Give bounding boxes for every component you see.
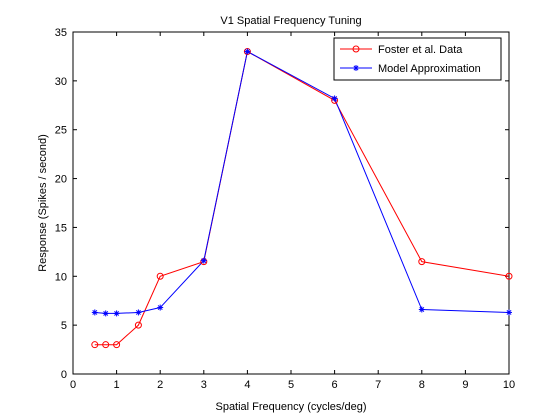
data-point-asterisk xyxy=(113,310,120,317)
x-tick-label: 9 xyxy=(462,379,468,391)
data-point-circle xyxy=(418,258,426,266)
data-point-circle xyxy=(134,321,142,329)
y-tick-label: 5 xyxy=(61,320,67,332)
series-line-1 xyxy=(94,50,510,346)
x-tick-label: 10 xyxy=(503,379,515,391)
series-layer xyxy=(91,48,513,349)
asterisk-stroke xyxy=(114,310,120,316)
data-point-asterisk xyxy=(135,309,142,316)
y-tick-label: 10 xyxy=(55,271,67,283)
x-tick-label: 6 xyxy=(332,379,338,391)
x-tick-label: 2 xyxy=(157,379,163,391)
data-point-circle xyxy=(156,272,164,280)
x-tick-label: 8 xyxy=(419,379,425,391)
data-point-asterisk xyxy=(331,95,338,102)
asterisk-stroke xyxy=(103,310,109,316)
legend-label-2: Model Approximation xyxy=(378,63,481,75)
legend-label-1: Foster et al. Data xyxy=(378,44,463,56)
y-tick-label: 25 xyxy=(55,125,67,137)
data-point-asterisk xyxy=(418,306,425,313)
data-point-circle xyxy=(102,341,110,349)
data-point-circle xyxy=(505,272,513,280)
x-tick-label: 3 xyxy=(201,379,207,391)
data-point-circle xyxy=(91,341,99,349)
asterisk-stroke xyxy=(419,307,425,312)
asterisk-stroke xyxy=(135,309,141,315)
asterisk-stroke xyxy=(157,305,163,311)
data-point-circle xyxy=(352,45,360,53)
data-point-asterisk xyxy=(506,309,512,316)
x-axis-label: Spatial Frequency (cycles/deg) xyxy=(215,401,366,413)
x-tick-label: 7 xyxy=(375,379,381,391)
data-point-asterisk xyxy=(157,304,164,311)
data-point-asterisk xyxy=(91,309,98,316)
x-tick-label: 1 xyxy=(114,379,120,391)
asterisk-stroke xyxy=(92,309,98,315)
y-tick-label: 15 xyxy=(55,222,67,234)
asterisk-stroke xyxy=(332,95,338,101)
data-point-circle xyxy=(113,341,121,349)
asterisk-stroke xyxy=(201,258,207,264)
data-point-asterisk xyxy=(102,310,109,317)
asterisk-stroke xyxy=(506,309,512,315)
x-tick-label: 0 xyxy=(70,379,76,391)
legend-box xyxy=(333,37,502,81)
y-tick-label: 30 xyxy=(55,76,67,88)
ticks-layer: 0 1 2 3 4 5 6 7 8 9 10 0 5 10 15 20 25 30 35 xyxy=(55,27,515,391)
asterisk-stroke xyxy=(353,65,359,71)
data-point-asterisk xyxy=(244,48,251,55)
x-tick-label: 5 xyxy=(288,379,294,391)
data-point-asterisk xyxy=(353,65,359,71)
y-tick-label: 0 xyxy=(61,369,67,381)
y-tick-label: 20 xyxy=(55,174,67,186)
asterisk-stroke xyxy=(244,49,250,55)
y-axis-label: Response (Spikes / second) xyxy=(37,134,49,272)
legend: Foster et al. Data Model Approximation xyxy=(333,37,502,81)
chart-title: V1 Spatial Frequency Tuning xyxy=(220,15,361,27)
data-point-asterisk xyxy=(200,257,207,264)
plot-area xyxy=(72,31,510,375)
y-tick-label: 35 xyxy=(55,27,67,39)
series-line-2 xyxy=(94,50,510,314)
x-tick-label: 4 xyxy=(244,379,250,391)
